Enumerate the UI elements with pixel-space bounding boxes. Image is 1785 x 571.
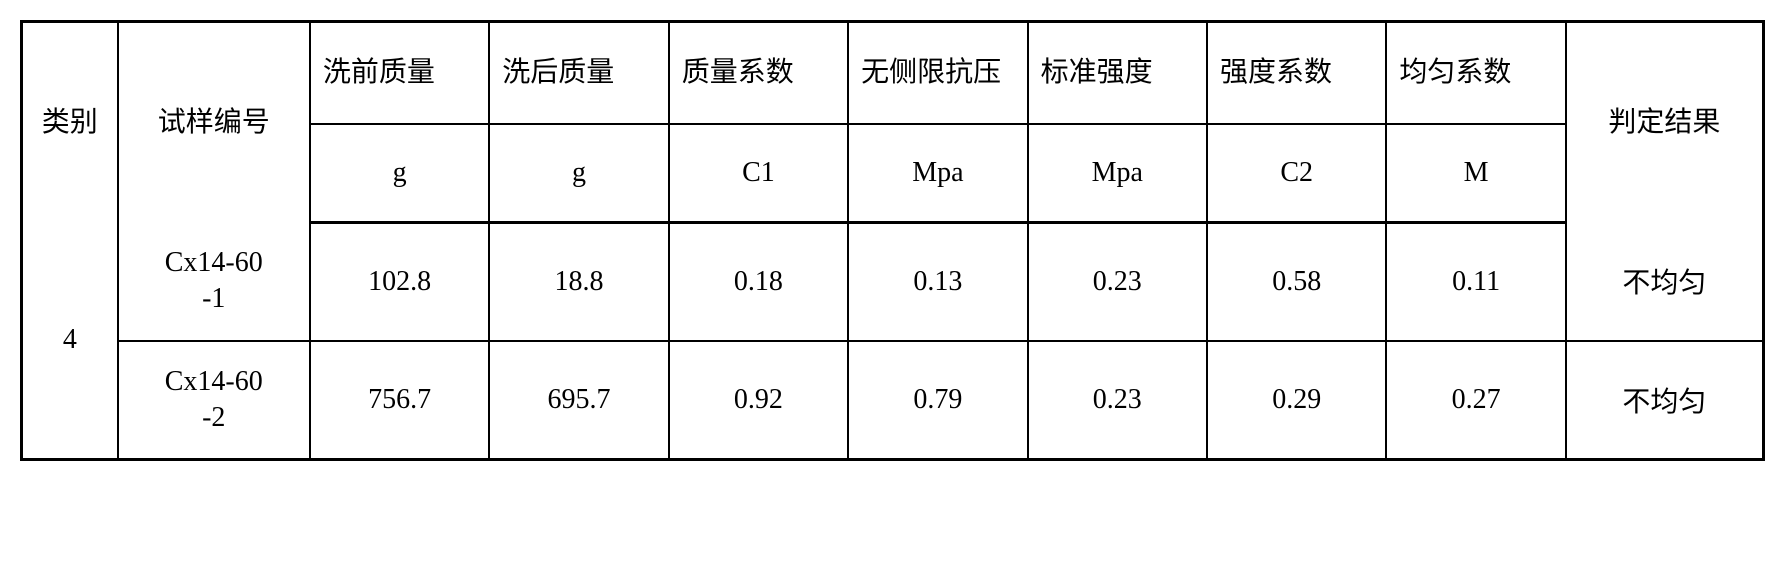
header-mass-coef: 质量系数: [669, 22, 848, 125]
unit-mass-coef: C1: [669, 124, 848, 223]
header-mass-before: 洗前质量: [310, 22, 489, 125]
cell-sample-id: Cx14-60 -2: [118, 341, 310, 460]
unit-strength-coef: C2: [1207, 124, 1386, 223]
unit-uniform-coef: M: [1386, 124, 1565, 223]
cell-sample-id: Cx14-60 -1: [118, 223, 310, 342]
cell-unconfined: 0.79: [848, 341, 1027, 460]
header-row-1: 类别 试样编号 洗前质量 洗后质量 质量系数 无侧限抗压 标准强度 强度系数 均…: [22, 22, 1764, 125]
cell-mass-before: 102.8: [310, 223, 489, 342]
table-row: Cx14-60 -2 756.7 695.7 0.92 0.79 0.23 0.…: [22, 341, 1764, 460]
cell-mass-after: 695.7: [489, 341, 668, 460]
cell-standard-strength: 0.23: [1028, 223, 1207, 342]
header-category: 类别: [22, 22, 118, 223]
unit-mass-before: g: [310, 124, 489, 223]
cell-category: 4: [22, 223, 118, 460]
header-sample-id: 试样编号: [118, 22, 310, 223]
unit-unconfined: Mpa: [848, 124, 1027, 223]
header-result: 判定结果: [1566, 22, 1764, 223]
cell-mass-before: 756.7: [310, 341, 489, 460]
cell-mass-coef: 0.92: [669, 341, 848, 460]
cell-standard-strength: 0.23: [1028, 341, 1207, 460]
unit-mass-after: g: [489, 124, 668, 223]
cell-uniform-coef: 0.11: [1386, 223, 1565, 342]
unit-standard-strength: Mpa: [1028, 124, 1207, 223]
table-row: 4 Cx14-60 -1 102.8 18.8 0.18 0.13 0.23 0…: [22, 223, 1764, 342]
cell-unconfined: 0.13: [848, 223, 1027, 342]
cell-result: 不均匀: [1566, 341, 1764, 460]
data-table: 类别 试样编号 洗前质量 洗后质量 质量系数 无侧限抗压 标准强度 强度系数 均…: [20, 20, 1765, 461]
cell-mass-after: 18.8: [489, 223, 668, 342]
header-standard-strength: 标准强度: [1028, 22, 1207, 125]
cell-mass-coef: 0.18: [669, 223, 848, 342]
cell-uniform-coef: 0.27: [1386, 341, 1565, 460]
cell-strength-coef: 0.29: [1207, 341, 1386, 460]
header-strength-coef: 强度系数: [1207, 22, 1386, 125]
header-mass-after: 洗后质量: [489, 22, 668, 125]
cell-result: 不均匀: [1566, 223, 1764, 342]
header-unconfined: 无侧限抗压: [848, 22, 1027, 125]
header-uniform-coef: 均匀系数: [1386, 22, 1565, 125]
cell-strength-coef: 0.58: [1207, 223, 1386, 342]
